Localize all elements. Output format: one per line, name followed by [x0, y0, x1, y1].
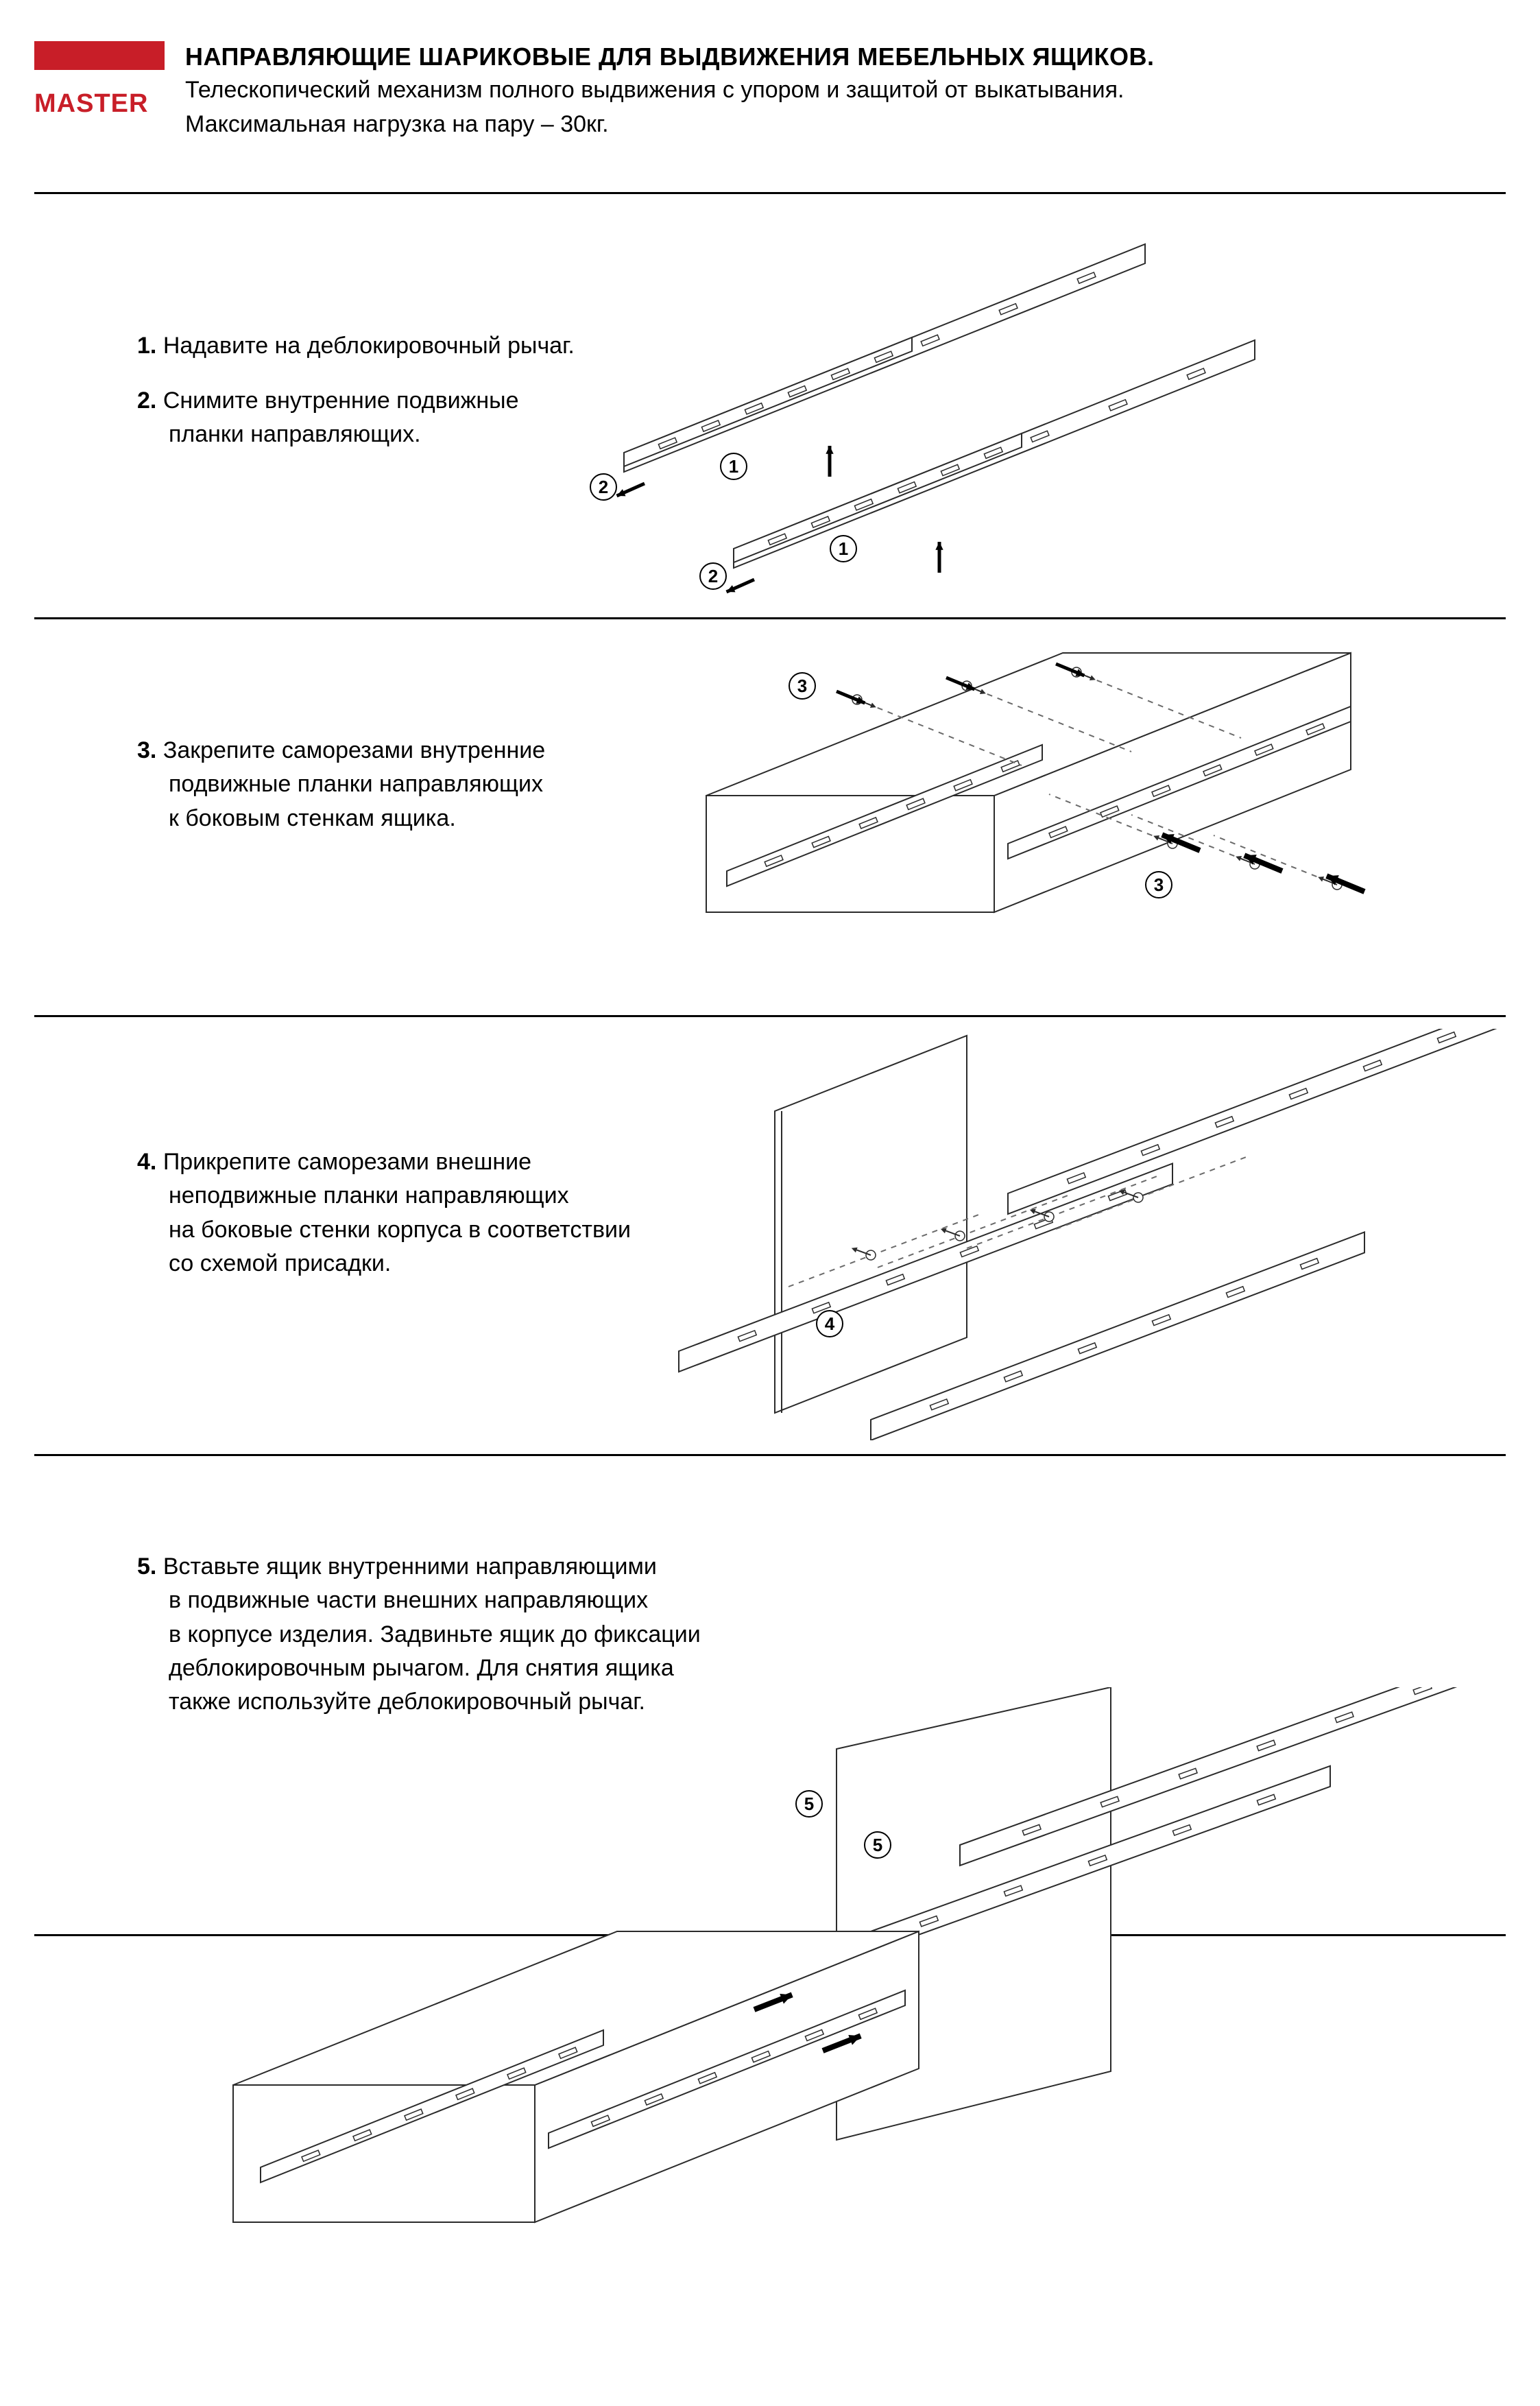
subtitle-2: Максимальная нагрузка на пару – 30кг.	[185, 109, 1506, 141]
step-text: 1. Надавите на деблокировочный рычаг.	[137, 329, 575, 363]
diagram-container	[137, 1687, 1506, 2291]
subtitle-1: Телескопический механизм полного выдвиже…	[185, 75, 1506, 106]
step-number: 4.	[137, 1149, 163, 1175]
header-text: НАПРАВЛЯЮЩИЕ ШАРИКОВЫЕ ДЛЯ ВЫДВИЖЕНИЯ МЕ…	[185, 41, 1506, 141]
divider	[34, 192, 1506, 194]
step-text: 2. Снимите внутренние подвижные планки н…	[137, 384, 519, 452]
step-number: 3.	[137, 737, 163, 763]
assembly-diagram	[651, 1029, 1506, 1440]
callout-4: 4	[816, 1310, 843, 1337]
callout-2: 2	[699, 562, 727, 590]
instruction-section: 1. Надавите на деблокировочный рычаг. 2. …	[34, 206, 1506, 617]
divider	[34, 617, 1506, 619]
callout-3: 3	[789, 672, 816, 700]
callout-1: 1	[830, 535, 857, 562]
instruction-section: 4. Прикрепите саморезами внешние неподви…	[34, 1029, 1506, 1440]
instruction-section: 5. Вставьте ящик внутренними направляющи…	[34, 1468, 1506, 2291]
diagram-container	[651, 638, 1506, 994]
callout-5: 5	[795, 1790, 823, 1818]
step-number: 5.	[137, 1553, 163, 1580]
brand-block: MASTER	[34, 41, 165, 119]
instruction-section: 3. Закрепите саморезами внутренние подви…	[34, 631, 1506, 1001]
divider	[34, 1015, 1506, 1017]
divider	[34, 1454, 1506, 1456]
step-number: 1.	[137, 333, 163, 359]
callout-5: 5	[864, 1831, 891, 1859]
brand-bar	[34, 41, 165, 70]
assembly-diagram	[651, 638, 1506, 994]
brand-name: MASTER	[34, 89, 165, 119]
assembly-diagram	[137, 1687, 1506, 2291]
step-text: 4. Прикрепите саморезами внешние неподви…	[137, 1145, 631, 1281]
callout-2: 2	[590, 473, 617, 501]
step-number: 2.	[137, 388, 163, 414]
assembly-diagram	[583, 206, 1506, 617]
callout-3: 3	[1145, 871, 1172, 898]
step-text: 3. Закрепите саморезами внутренние подви…	[137, 734, 545, 835]
page-title: НАПРАВЛЯЮЩИЕ ШАРИКОВЫЕ ДЛЯ ВЫДВИЖЕНИЯ МЕ…	[185, 41, 1506, 72]
diagram-container	[583, 206, 1506, 617]
diagram-container	[651, 1029, 1506, 1440]
callout-1: 1	[720, 453, 747, 480]
